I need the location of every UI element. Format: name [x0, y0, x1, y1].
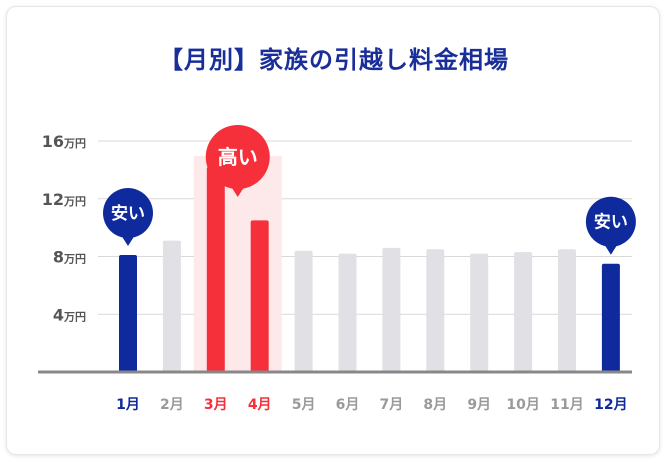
bar-12 — [601, 263, 620, 372]
bar-2 — [162, 240, 181, 372]
y-tick-label: 4万円 — [53, 305, 86, 324]
callout-cheap-1: 安い — [103, 188, 153, 247]
callout-pointer — [603, 243, 618, 255]
bar-7 — [382, 247, 401, 372]
bar-9 — [470, 253, 489, 372]
x-tick-label: 1月 — [116, 397, 140, 413]
callout-bubble — [205, 125, 270, 189]
y-tick-label: 12万円 — [42, 190, 86, 209]
chart-title: 【月別】家族の引越し料金相場 — [159, 46, 509, 74]
x-tick-label: 8月 — [423, 397, 447, 413]
x-tick-label: 6月 — [336, 397, 360, 413]
x-tick-label: 7月 — [380, 397, 404, 413]
bar-10 — [514, 252, 533, 372]
x-tick-label: 4月 — [248, 397, 272, 413]
callout-expensive-2: 高い — [205, 125, 270, 197]
callout-cheap-3: 安い — [585, 196, 636, 255]
y-tick-label: 16万円 — [42, 132, 86, 151]
bar-11 — [558, 249, 576, 372]
bar-5 — [294, 250, 313, 372]
callout-pointer — [230, 186, 245, 197]
bar-4 — [250, 220, 269, 372]
callout-label: 安い — [594, 212, 628, 233]
x-tick-label: 9月 — [467, 397, 491, 413]
x-tick-label: 10月 — [506, 397, 539, 413]
x-tick-label: 3月 — [204, 397, 228, 413]
callout-bubble — [103, 188, 153, 239]
bar-1 — [119, 255, 137, 372]
callout-label: 高い — [218, 145, 258, 169]
x-tick-label: 2月 — [160, 397, 184, 413]
bar-6 — [338, 253, 357, 372]
callout-pointer — [121, 235, 135, 247]
y-tick-label: 8万円 — [53, 248, 86, 267]
x-tick-label: 5月 — [292, 397, 316, 413]
bar-8 — [426, 249, 445, 372]
bar-3 — [206, 166, 225, 372]
callout-label: 安い — [111, 203, 145, 224]
x-tick-label: 12月 — [594, 397, 627, 413]
x-tick-label: 11月 — [550, 397, 583, 413]
callout-bubble — [585, 196, 636, 247]
